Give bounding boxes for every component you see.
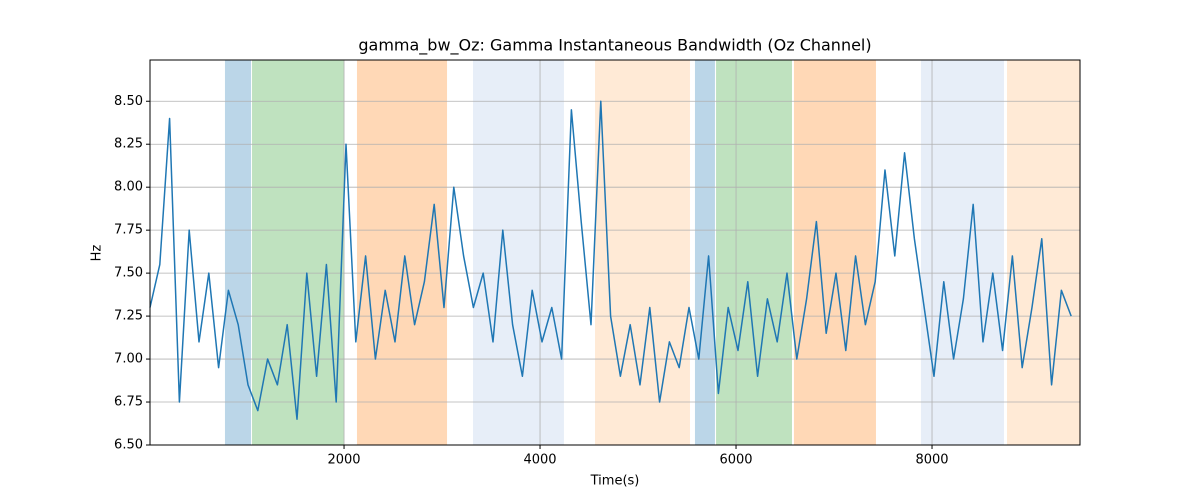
data-line [149, 100, 1072, 420]
y-tick-label: 7.00 [114, 352, 143, 367]
spans [224, 60, 1080, 445]
span [356, 60, 448, 445]
span [1006, 60, 1080, 445]
y-axis-label: Hz [90, 245, 105, 262]
y-tick-label: 8.00 [114, 180, 143, 195]
span [716, 60, 792, 445]
y-tick-label: 7.75 [114, 223, 143, 238]
x-tick-label: 6000 [719, 453, 752, 468]
span [793, 60, 876, 445]
x-axis-label: Time(s) [590, 474, 640, 489]
y-tick-label: 6.75 [114, 395, 143, 410]
span [920, 60, 1004, 445]
span [252, 60, 345, 445]
span [694, 60, 715, 445]
chart-title: gamma_bw_Oz: Gamma Instantaneous Bandwid… [358, 36, 871, 56]
y-tick-label: 8.25 [114, 137, 143, 152]
labels: 6.50 6.75 7.00 7.25 7.50 7.75 8.00 8.25 8.50 2000… [114, 94, 949, 468]
x-tick-label: 4000 [523, 453, 556, 468]
y-tick-label: 7.50 [114, 266, 143, 281]
y-tick-label: 7.25 [114, 309, 143, 324]
span [473, 60, 564, 445]
plot [149, 100, 1072, 420]
y-tick-label: 6.50 [114, 438, 143, 453]
y-tick-label: 8.50 [114, 94, 143, 109]
span [595, 60, 690, 445]
plot-frame [149, 59, 1081, 446]
x-tick-label: 8000 [915, 453, 948, 468]
x-tick-label: 2000 [327, 453, 360, 468]
span [224, 60, 252, 445]
